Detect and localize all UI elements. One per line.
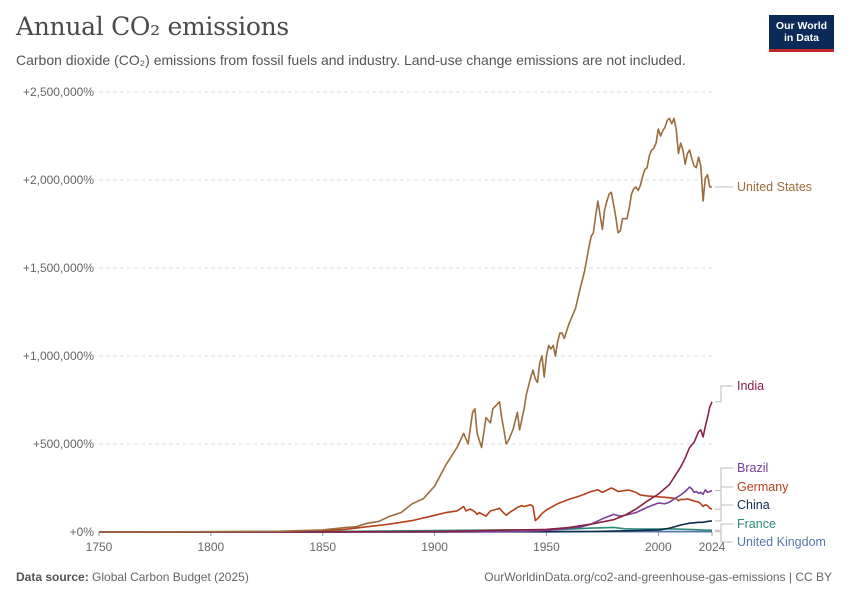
label-connector-germany bbox=[715, 486, 733, 510]
series-line-germany bbox=[98, 487, 713, 533]
y-tick-label: +2,000,000% bbox=[23, 173, 94, 187]
logo-line-1: Our World bbox=[775, 20, 828, 32]
label-connector-china bbox=[715, 504, 733, 522]
x-tick-label: 1800 bbox=[198, 540, 225, 554]
y-tick-label: +1,000,000% bbox=[23, 349, 94, 363]
series-label-china: China bbox=[737, 498, 770, 512]
series-label-united-kingdom: United Kingdom bbox=[737, 535, 826, 549]
owid-logo[interactable]: Our World in Data bbox=[769, 15, 834, 52]
series-label-brazil: Brazil bbox=[737, 461, 768, 475]
series-label-germany: Germany bbox=[737, 480, 789, 494]
y-tick-label: +500,000% bbox=[33, 437, 94, 451]
x-tick-label: 1900 bbox=[421, 540, 448, 554]
y-tick-label: +2,500,000% bbox=[23, 85, 94, 99]
x-tick-label: 1750 bbox=[86, 540, 113, 554]
label-connector-india bbox=[715, 385, 733, 403]
x-tick-label: 1950 bbox=[533, 540, 560, 554]
data-source: Data source: Global Carbon Budget (2025) bbox=[16, 570, 249, 584]
series-label-united-states: United States bbox=[737, 180, 812, 194]
y-tick-label: +0% bbox=[70, 525, 95, 539]
series-label-india: India bbox=[737, 379, 764, 393]
y-tick-label: +1,500,000% bbox=[23, 261, 94, 275]
x-tick-label: 2000 bbox=[645, 540, 672, 554]
x-tick-label: 2024 bbox=[699, 540, 726, 554]
data-source-label: Data source: bbox=[16, 570, 89, 584]
label-connector-united-kingdom bbox=[715, 531, 733, 543]
source-link[interactable]: OurWorldinData.org/co2-and-greenhouse-ga… bbox=[484, 570, 832, 584]
x-tick-label: 1850 bbox=[309, 540, 336, 554]
series-line-united-states bbox=[98, 117, 712, 533]
data-source-text: Global Carbon Budget (2025) bbox=[92, 570, 249, 584]
label-connector-brazil bbox=[715, 467, 733, 492]
chart-title: Annual CO₂ emissions bbox=[16, 12, 289, 41]
series-label-france: France bbox=[737, 517, 776, 531]
logo-line-2: in Data bbox=[783, 32, 819, 44]
chart-subtitle: Carbon dioxide (CO₂) emissions from foss… bbox=[16, 52, 686, 68]
label-connector-france bbox=[715, 523, 733, 531]
series-line-china bbox=[99, 520, 713, 533]
series-line-india bbox=[99, 401, 713, 533]
